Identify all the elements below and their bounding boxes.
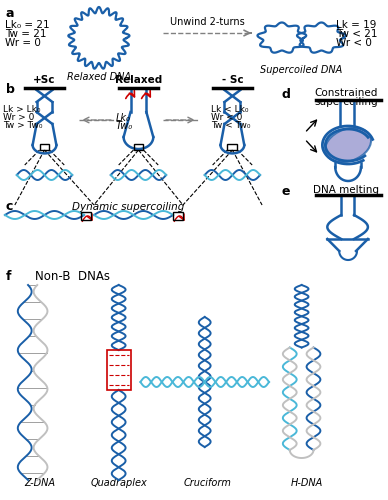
Text: Cruciform: Cruciform xyxy=(184,478,232,488)
Ellipse shape xyxy=(325,128,371,162)
Text: Z-DNA: Z-DNA xyxy=(24,478,55,488)
Text: Unwind 2-turns: Unwind 2-turns xyxy=(170,17,245,27)
Text: Non-B  DNAs: Non-B DNAs xyxy=(35,270,110,283)
Bar xyxy=(81,212,91,220)
Text: Relaxed: Relaxed xyxy=(115,75,162,85)
Text: Tw > Tw₀: Tw > Tw₀ xyxy=(3,121,42,130)
Text: Lk = 19: Lk = 19 xyxy=(336,20,377,30)
Text: Tw < Tw₀: Tw < Tw₀ xyxy=(211,121,250,130)
Text: b: b xyxy=(6,83,15,96)
Text: Relaxed DNA: Relaxed DNA xyxy=(67,72,131,82)
Bar xyxy=(227,144,237,150)
Text: supercoiling: supercoiling xyxy=(314,97,378,107)
Bar xyxy=(133,144,144,150)
Text: c: c xyxy=(6,200,13,213)
Text: Constrained: Constrained xyxy=(314,88,378,98)
Bar xyxy=(40,144,49,150)
Text: Lk > Lk₀: Lk > Lk₀ xyxy=(3,105,40,114)
Text: H-DNA: H-DNA xyxy=(291,478,323,488)
Text: Wr > 0: Wr > 0 xyxy=(3,113,35,122)
Bar xyxy=(173,212,183,220)
Text: Supercoiled DNA: Supercoiled DNA xyxy=(260,65,343,75)
Text: Tw < 21: Tw < 21 xyxy=(336,29,378,39)
Text: d: d xyxy=(282,88,291,101)
Text: DNA melting: DNA melting xyxy=(313,185,379,195)
Text: a: a xyxy=(6,7,14,20)
Text: f: f xyxy=(6,270,11,283)
Text: Wr < 0: Wr < 0 xyxy=(211,113,242,122)
Text: e: e xyxy=(282,185,290,198)
Text: Wr = 0: Wr = 0 xyxy=(5,38,41,48)
Bar xyxy=(107,350,130,390)
Text: Tw₀: Tw₀ xyxy=(116,121,133,131)
Text: Tw = 21: Tw = 21 xyxy=(5,29,47,39)
Text: Lk < Lk₀: Lk < Lk₀ xyxy=(211,105,248,114)
Text: Wr < 0: Wr < 0 xyxy=(336,38,372,48)
Text: Dynamic supercoiling: Dynamic supercoiling xyxy=(73,202,185,212)
Text: Lk₀ = 21: Lk₀ = 21 xyxy=(5,20,50,30)
Text: +Sc: +Sc xyxy=(33,75,56,85)
Text: - Sc: - Sc xyxy=(222,75,243,85)
Text: Lk₀: Lk₀ xyxy=(116,113,131,123)
Text: Quadraplex: Quadraplex xyxy=(90,478,147,488)
